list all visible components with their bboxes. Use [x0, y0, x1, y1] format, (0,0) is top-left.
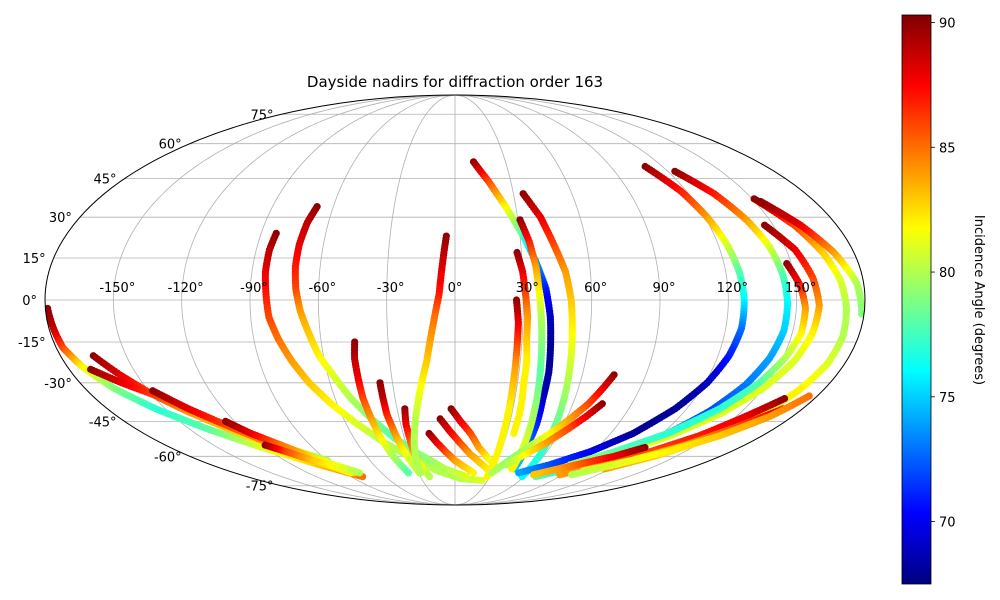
latitude-tick-label: 15° [23, 252, 46, 267]
longitude-tick-labels: -150° -120° -90° -60° -30° 0° 30° 60° 90° 120° 150… [99, 281, 816, 296]
data-point [568, 471, 576, 479]
data-point [502, 461, 511, 469]
data-point [340, 465, 348, 473]
longitude-gridline [181, 94, 456, 506]
latitude-tick-label: -30° [44, 377, 72, 392]
colorbar: 70 75 80 85 90 Incidence Angle (degrees) [901, 14, 986, 585]
longitude-gridline [112, 94, 456, 506]
latitude-tick-label: 0° [22, 294, 37, 309]
latitude-tick-label: -45° [89, 415, 117, 430]
latitude-tick-label: -60° [154, 450, 182, 465]
latitude-tick-label: 45° [94, 173, 117, 188]
colorbar-ticks: 70 75 80 85 90 [931, 16, 956, 531]
longitude-tick-label: 120° [717, 281, 748, 296]
data-point [425, 473, 434, 481]
latitude-tick-label: 75° [250, 108, 273, 123]
data-point [529, 471, 538, 479]
longitude-tick-label: -150° [99, 281, 135, 296]
colorbar-tick-label: 70 [939, 516, 956, 531]
longitude-tick-label: 150° [785, 281, 816, 296]
data-point [404, 469, 413, 477]
longitude-tick-label: -60° [308, 281, 336, 296]
colorbar-tick-label: 75 [939, 391, 956, 406]
longitude-gridline [454, 94, 593, 506]
data-point [478, 476, 486, 485]
longitude-gridline [454, 94, 798, 506]
chart-title: Dayside nadirs for diffraction order 163 [307, 73, 603, 91]
colorbar-tick-label: 80 [939, 266, 956, 281]
latitude-tick-label: 60° [159, 138, 182, 153]
colorbar-gradient [901, 14, 932, 585]
data-point [462, 473, 471, 481]
longitude-tick-label: -30° [377, 281, 405, 296]
longitude-tick-label: 90° [652, 281, 675, 296]
colorbar-label: Incidence Angle (degrees) [971, 215, 986, 385]
longitude-gridline [317, 94, 456, 506]
data-point [469, 469, 477, 477]
colorbar-tick-label: 85 [939, 141, 956, 156]
data-point [510, 429, 518, 438]
longitude-tick-label: 30° [516, 281, 539, 296]
data-point [515, 469, 523, 477]
data-points [45, 158, 865, 485]
data-point [508, 465, 516, 473]
data-point [488, 469, 496, 477]
longitude-tick-label: 0° [448, 281, 463, 296]
longitude-tick-label: 60° [584, 281, 607, 296]
longitude-tick-label: -90° [240, 281, 268, 296]
longitude-tick-label: -120° [168, 281, 204, 296]
latitude-tick-label: -75° [246, 480, 274, 495]
latitude-tick-label: 30° [49, 211, 72, 226]
data-point [355, 469, 364, 477]
latitude-tick-label: -15° [18, 336, 46, 351]
colorbar-tick-label: 90 [939, 16, 956, 31]
data-point [417, 469, 425, 477]
